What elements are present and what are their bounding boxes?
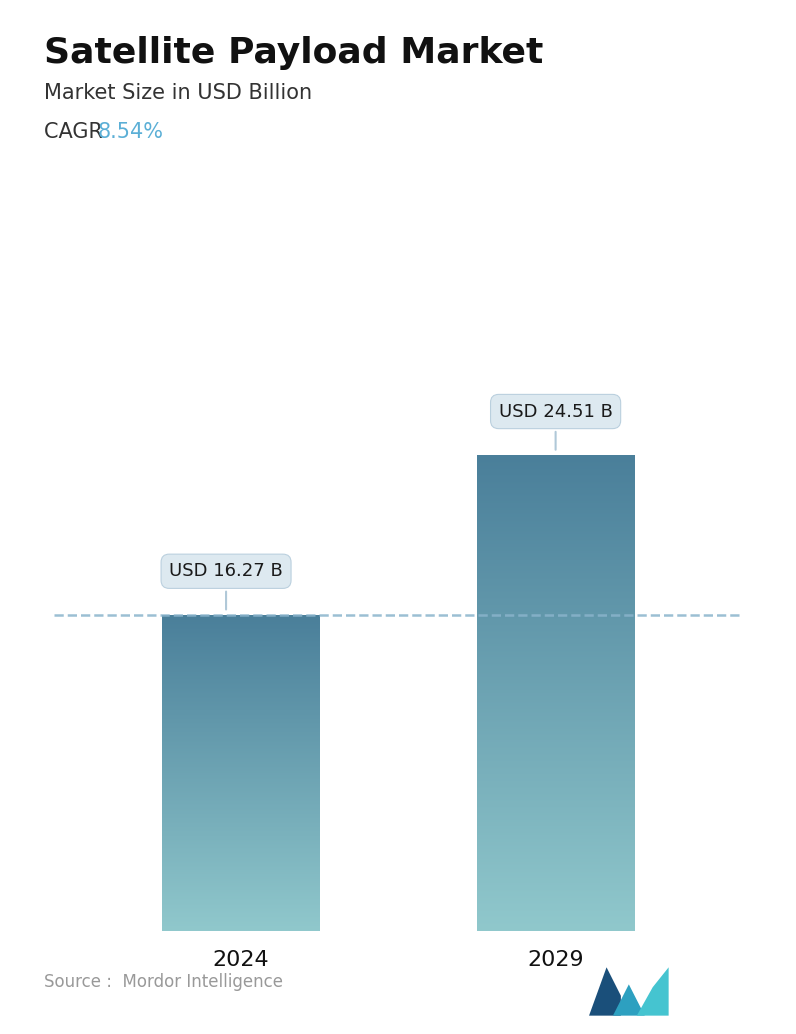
Text: CAGR: CAGR xyxy=(44,122,109,142)
Text: 8.54%: 8.54% xyxy=(98,122,164,142)
Text: USD 24.51 B: USD 24.51 B xyxy=(498,402,613,450)
Text: Satellite Payload Market: Satellite Payload Market xyxy=(44,36,543,70)
Text: Source :  Mordor Intelligence: Source : Mordor Intelligence xyxy=(44,973,283,991)
Text: Market Size in USD Billion: Market Size in USD Billion xyxy=(44,83,312,102)
Text: USD 16.27 B: USD 16.27 B xyxy=(170,562,283,609)
